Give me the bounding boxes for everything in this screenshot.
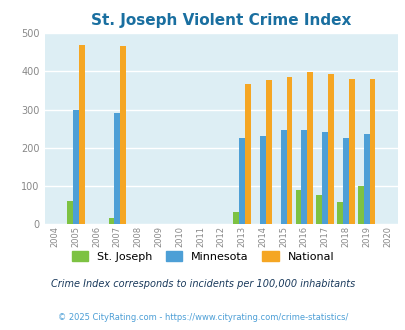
Bar [337,202,342,224]
Bar [327,74,333,224]
Bar [239,138,244,224]
Bar [233,212,239,224]
Text: Crime Index corresponds to incidents per 100,000 inhabitants: Crime Index corresponds to incidents per… [51,279,354,289]
Bar [342,138,348,224]
Legend: St. Joseph, Minnesota, National: St. Joseph, Minnesota, National [67,247,338,266]
Bar [67,201,73,224]
Bar [280,130,286,224]
Bar [357,186,363,224]
Bar [315,195,322,224]
Bar [295,190,301,224]
Bar [73,110,79,224]
Bar [114,113,120,224]
Bar [109,217,114,224]
Bar [244,84,250,224]
Bar [120,46,126,224]
Bar [348,79,354,224]
Title: St. Joseph Violent Crime Index: St. Joseph Violent Crime Index [91,13,351,28]
Text: © 2025 CityRating.com - https://www.cityrating.com/crime-statistics/: © 2025 CityRating.com - https://www.city… [58,313,347,322]
Bar [265,80,271,224]
Bar [259,136,265,224]
Bar [363,134,369,224]
Bar [286,78,292,224]
Bar [301,130,307,224]
Bar [307,72,312,224]
Bar [79,45,84,224]
Bar [322,132,327,224]
Bar [369,79,375,224]
